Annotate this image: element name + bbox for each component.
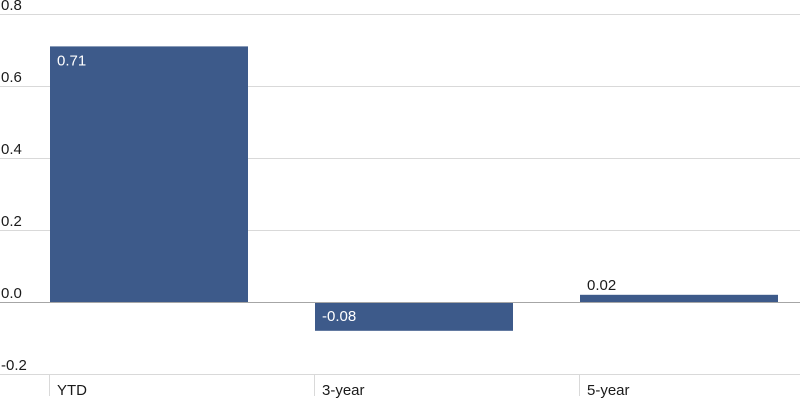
bar (580, 294, 778, 302)
category-label: 3-year (322, 382, 365, 399)
y-tick-label: 0.8 (1, 0, 22, 14)
data-label: -0.08 (322, 308, 356, 325)
y-tick-label: 0.2 (1, 213, 22, 230)
y-tick-label: 0.6 (1, 69, 22, 86)
category-label: 5-year (587, 382, 630, 399)
y-tick-label: 0.4 (1, 141, 22, 158)
data-label: 0.02 (587, 277, 616, 294)
y-tick-label: 0.0 (1, 285, 22, 302)
data-label: 0.71 (57, 52, 86, 69)
bar (50, 46, 248, 303)
y-tick-label: -0.2 (1, 357, 27, 374)
category-label: YTD (57, 382, 87, 399)
bar (315, 302, 513, 331)
